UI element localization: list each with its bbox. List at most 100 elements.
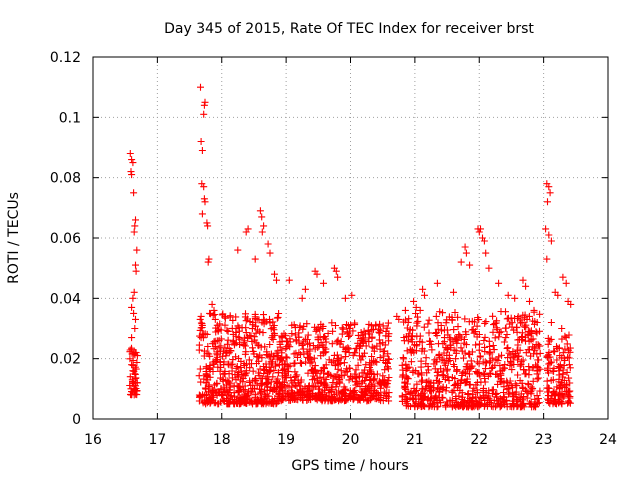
data-point bbox=[468, 348, 476, 356]
data-point bbox=[334, 273, 342, 281]
data-point bbox=[450, 288, 457, 296]
data-point bbox=[407, 358, 415, 366]
data-point bbox=[201, 398, 209, 406]
data-point bbox=[567, 300, 575, 308]
data-point bbox=[342, 368, 350, 376]
data-point bbox=[126, 150, 134, 157]
data-point bbox=[197, 138, 205, 145]
data-point bbox=[376, 329, 384, 337]
data-point bbox=[544, 395, 552, 403]
data-point bbox=[427, 340, 435, 348]
data-point bbox=[535, 356, 543, 364]
data-point bbox=[218, 392, 226, 400]
data-point bbox=[285, 396, 293, 404]
data-point bbox=[530, 306, 538, 314]
data-point bbox=[484, 372, 492, 380]
x-tick-label: 22 bbox=[470, 432, 488, 448]
data-point bbox=[547, 319, 555, 326]
data-point bbox=[382, 378, 390, 386]
data-point bbox=[565, 361, 573, 369]
data-point bbox=[457, 344, 465, 352]
data-point bbox=[199, 399, 207, 407]
data-point bbox=[214, 400, 222, 408]
data-point bbox=[422, 354, 430, 362]
data-point bbox=[485, 399, 493, 406]
data-point bbox=[529, 377, 537, 385]
data-point bbox=[446, 357, 454, 364]
data-point bbox=[503, 315, 511, 323]
data-point bbox=[476, 353, 484, 361]
data-point bbox=[329, 379, 337, 387]
data-point bbox=[535, 395, 542, 403]
data-point bbox=[338, 324, 346, 332]
data-point bbox=[442, 319, 450, 327]
data-point bbox=[527, 390, 535, 398]
data-point bbox=[128, 303, 136, 311]
data-point bbox=[195, 341, 203, 349]
data-point bbox=[429, 386, 437, 394]
data-point bbox=[462, 363, 470, 371]
data-point bbox=[439, 394, 447, 402]
data-point bbox=[382, 332, 390, 340]
data-point bbox=[237, 364, 245, 371]
data-point bbox=[325, 389, 333, 397]
data-point bbox=[348, 291, 356, 299]
data-point bbox=[253, 360, 260, 367]
data-point bbox=[401, 306, 409, 314]
data-point bbox=[406, 345, 414, 353]
data-point bbox=[398, 361, 406, 369]
y-tick-label: 0.06 bbox=[50, 231, 81, 247]
data-point bbox=[556, 364, 563, 372]
data-point bbox=[299, 345, 307, 353]
x-tick-label: 19 bbox=[277, 432, 295, 448]
data-point bbox=[201, 198, 209, 206]
data-point bbox=[448, 313, 456, 321]
data-point bbox=[288, 390, 296, 398]
data-point bbox=[205, 382, 213, 390]
data-point bbox=[488, 364, 496, 372]
data-point bbox=[196, 332, 204, 340]
data-point bbox=[313, 325, 321, 333]
data-point bbox=[545, 348, 553, 356]
data-point bbox=[503, 331, 511, 338]
data-point bbox=[451, 375, 459, 383]
data-point bbox=[414, 370, 422, 378]
data-point bbox=[368, 353, 376, 360]
data-point bbox=[129, 159, 137, 167]
data-point bbox=[351, 319, 359, 327]
data-point bbox=[224, 336, 232, 344]
data-point bbox=[332, 267, 340, 275]
data-point bbox=[514, 313, 522, 321]
data-point bbox=[333, 351, 341, 359]
data-point bbox=[200, 110, 208, 118]
data-point bbox=[329, 327, 337, 335]
data-point bbox=[217, 335, 225, 343]
data-point bbox=[260, 222, 268, 230]
data-point bbox=[443, 316, 451, 324]
data-point bbox=[453, 366, 461, 374]
data-point bbox=[413, 342, 421, 350]
data-point bbox=[433, 397, 441, 405]
data-point bbox=[528, 330, 536, 338]
data-point bbox=[132, 267, 140, 275]
data-point bbox=[412, 310, 420, 317]
data-point bbox=[417, 391, 425, 399]
data-point bbox=[343, 321, 350, 329]
data-point bbox=[543, 377, 551, 385]
data-point bbox=[532, 400, 540, 408]
data-point bbox=[520, 403, 528, 411]
data-point bbox=[235, 397, 243, 405]
data-point bbox=[554, 291, 562, 299]
data-point bbox=[529, 317, 537, 325]
data-point bbox=[242, 329, 250, 337]
data-point bbox=[269, 353, 277, 361]
data-point bbox=[544, 340, 552, 348]
data-point bbox=[241, 398, 249, 406]
data-point bbox=[475, 360, 483, 368]
x-tick-label: 24 bbox=[599, 432, 617, 448]
data-point bbox=[254, 326, 262, 334]
data-point bbox=[226, 312, 234, 320]
data-point bbox=[424, 320, 432, 328]
data-point bbox=[547, 237, 555, 245]
x-tick-label: 18 bbox=[213, 432, 231, 448]
